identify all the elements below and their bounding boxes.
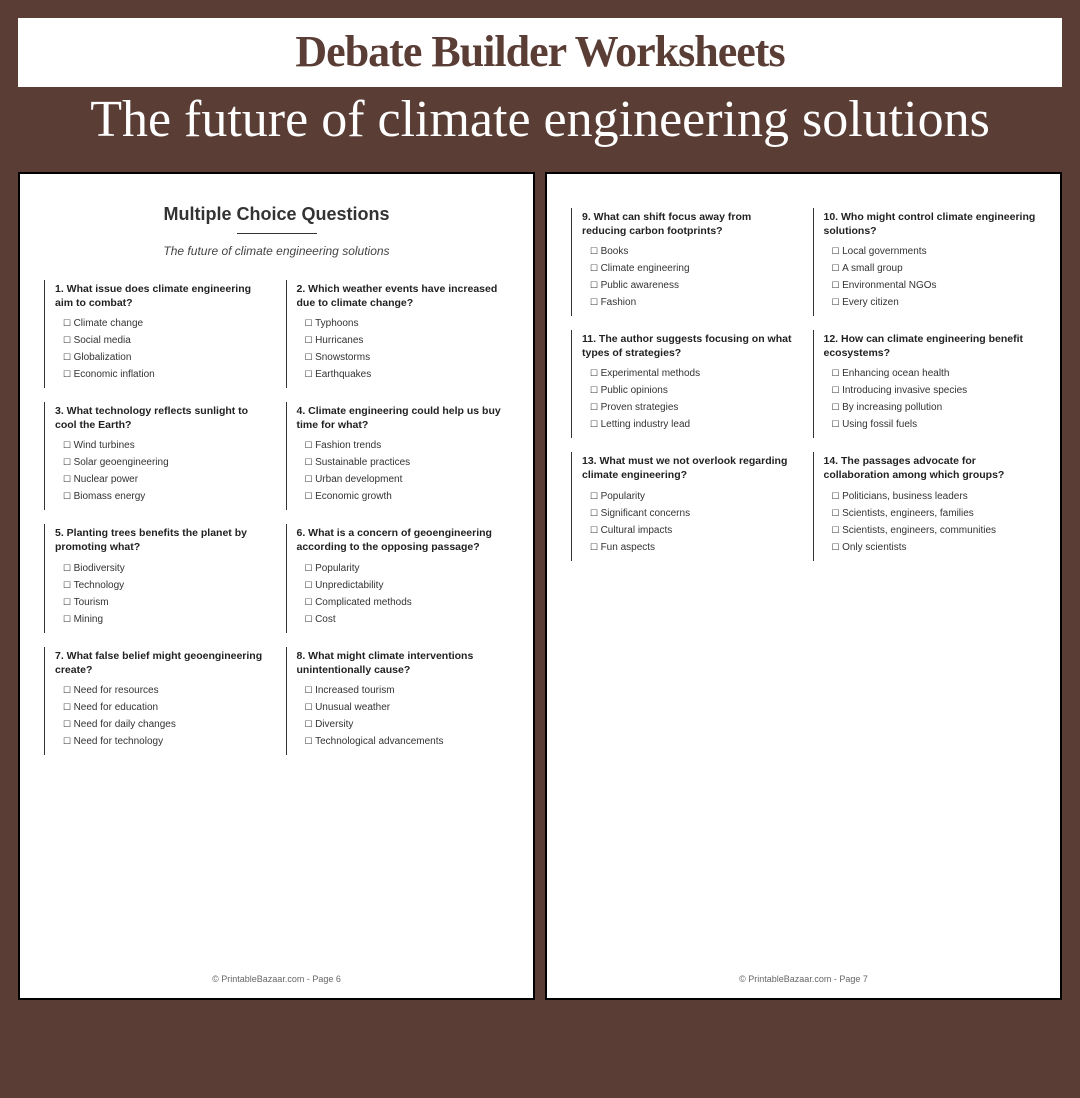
question-text: 6. What is a concern of geoengineering a…: [297, 526, 510, 554]
answer-option[interactable]: Economic inflation: [55, 369, 268, 380]
answer-option[interactable]: Scientists, engineers, families: [824, 508, 1037, 519]
page-footer: © PrintableBazaar.com - Page 7: [571, 964, 1036, 984]
answer-option[interactable]: By increasing pollution: [824, 402, 1037, 413]
question-block: 5. Planting trees benefits the planet by…: [44, 524, 268, 632]
answer-option[interactable]: Diversity: [297, 719, 510, 730]
question-block: 13. What must we not overlook regarding …: [571, 452, 795, 560]
question-text: 12. How can climate engineering benefit …: [824, 332, 1037, 360]
answer-option[interactable]: Need for daily changes: [55, 719, 268, 730]
question-text: 8. What might climate interventions unin…: [297, 649, 510, 677]
answer-option[interactable]: Nuclear power: [55, 474, 268, 485]
question-block: 9. What can shift focus away from reduci…: [571, 208, 795, 316]
answer-option[interactable]: Popularity: [297, 563, 510, 574]
answer-option[interactable]: Popularity: [582, 491, 795, 502]
answer-option[interactable]: Every citizen: [824, 297, 1037, 308]
answer-option[interactable]: Wind turbines: [55, 440, 268, 451]
answer-option[interactable]: Mining: [55, 614, 268, 625]
question-block: 7. What false belief might geoengineerin…: [44, 647, 268, 755]
page-footer: © PrintableBazaar.com - Page 6: [44, 964, 509, 984]
question-block: 8. What might climate interventions unin…: [286, 647, 510, 755]
answer-option[interactable]: Globalization: [55, 352, 268, 363]
question-text: 5. Planting trees benefits the planet by…: [55, 526, 268, 554]
answer-option[interactable]: Biodiversity: [55, 563, 268, 574]
answer-option[interactable]: A small group: [824, 263, 1037, 274]
answer-option[interactable]: Solar geoengineering: [55, 457, 268, 468]
answer-option[interactable]: Climate engineering: [582, 263, 795, 274]
question-block: 14. The passages advocate for collaborat…: [813, 452, 1037, 560]
answer-option[interactable]: Cultural impacts: [582, 525, 795, 536]
question-block: 2. Which weather events have increased d…: [286, 280, 510, 388]
header-box: Debate Builder Worksheets: [18, 18, 1062, 87]
answer-option[interactable]: Fashion: [582, 297, 795, 308]
question-text: 1. What issue does climate engineering a…: [55, 282, 268, 310]
answer-option[interactable]: Tourism: [55, 597, 268, 608]
answer-option[interactable]: Need for technology: [55, 736, 268, 747]
answer-option[interactable]: Snowstorms: [297, 352, 510, 363]
question-block: 4. Climate engineering could help us buy…: [286, 402, 510, 510]
worksheet-page-7: 9. What can shift focus away from reduci…: [545, 172, 1062, 1000]
question-block: 10. Who might control climate engineerin…: [813, 208, 1037, 316]
question-block: 11. The author suggests focusing on what…: [571, 330, 795, 438]
question-block: 6. What is a concern of geoengineering a…: [286, 524, 510, 632]
answer-option[interactable]: Hurricanes: [297, 335, 510, 346]
question-text: 3. What technology reflects sunlight to …: [55, 404, 268, 432]
answer-option[interactable]: Experimental methods: [582, 368, 795, 379]
answer-option[interactable]: Local governments: [824, 246, 1037, 257]
header-subtitle: The future of climate engineering soluti…: [0, 87, 1080, 162]
answer-option[interactable]: Environmental NGOs: [824, 280, 1037, 291]
answer-option[interactable]: Earthquakes: [297, 369, 510, 380]
answer-option[interactable]: Climate change: [55, 318, 268, 329]
page-subheading: The future of climate engineering soluti…: [44, 244, 509, 258]
answer-option[interactable]: Politicians, business leaders: [824, 491, 1037, 502]
answer-option[interactable]: Introducing invasive species: [824, 385, 1037, 396]
question-block: 3. What technology reflects sunlight to …: [44, 402, 268, 510]
answer-option[interactable]: Increased tourism: [297, 685, 510, 696]
answer-option[interactable]: Complicated methods: [297, 597, 510, 608]
answer-option[interactable]: Books: [582, 246, 795, 257]
answer-option[interactable]: Technology: [55, 580, 268, 591]
answer-option[interactable]: Only scientists: [824, 542, 1037, 553]
heading-underline: [237, 233, 317, 234]
question-text: 9. What can shift focus away from reduci…: [582, 210, 795, 238]
question-text: 14. The passages advocate for collaborat…: [824, 454, 1037, 482]
questions-grid: 9. What can shift focus away from reduci…: [571, 208, 1036, 561]
answer-option[interactable]: Enhancing ocean health: [824, 368, 1037, 379]
answer-option[interactable]: Need for resources: [55, 685, 268, 696]
answer-option[interactable]: Public opinions: [582, 385, 795, 396]
answer-option[interactable]: Urban development: [297, 474, 510, 485]
answer-option[interactable]: Sustainable practices: [297, 457, 510, 468]
answer-option[interactable]: Economic growth: [297, 491, 510, 502]
page-heading: Multiple Choice Questions: [44, 204, 509, 225]
answer-option[interactable]: Letting industry lead: [582, 419, 795, 430]
question-text: 4. Climate engineering could help us buy…: [297, 404, 510, 432]
answer-option[interactable]: Need for education: [55, 702, 268, 713]
answer-option[interactable]: Typhoons: [297, 318, 510, 329]
question-text: 2. Which weather events have increased d…: [297, 282, 510, 310]
pages-container: Multiple Choice Questions The future of …: [0, 162, 1080, 1018]
answer-option[interactable]: Technological advancements: [297, 736, 510, 747]
question-text: 11. The author suggests focusing on what…: [582, 332, 795, 360]
answer-option[interactable]: Unusual weather: [297, 702, 510, 713]
answer-option[interactable]: Scientists, engineers, communities: [824, 525, 1037, 536]
answer-option[interactable]: Public awareness: [582, 280, 795, 291]
answer-option[interactable]: Significant concerns: [582, 508, 795, 519]
answer-option[interactable]: Proven strategies: [582, 402, 795, 413]
question-text: 7. What false belief might geoengineerin…: [55, 649, 268, 677]
question-text: 10. Who might control climate engineerin…: [824, 210, 1037, 238]
answer-option[interactable]: Social media: [55, 335, 268, 346]
question-block: 12. How can climate engineering benefit …: [813, 330, 1037, 438]
answer-option[interactable]: Cost: [297, 614, 510, 625]
answer-option[interactable]: Biomass energy: [55, 491, 268, 502]
header-title: Debate Builder Worksheets: [18, 26, 1062, 77]
questions-grid: 1. What issue does climate engineering a…: [44, 280, 509, 755]
question-block: 1. What issue does climate engineering a…: [44, 280, 268, 388]
question-text: 13. What must we not overlook regarding …: [582, 454, 795, 482]
answer-option[interactable]: Fashion trends: [297, 440, 510, 451]
answer-option[interactable]: Using fossil fuels: [824, 419, 1037, 430]
answer-option[interactable]: Unpredictability: [297, 580, 510, 591]
worksheet-page-6: Multiple Choice Questions The future of …: [18, 172, 535, 1000]
answer-option[interactable]: Fun aspects: [582, 542, 795, 553]
